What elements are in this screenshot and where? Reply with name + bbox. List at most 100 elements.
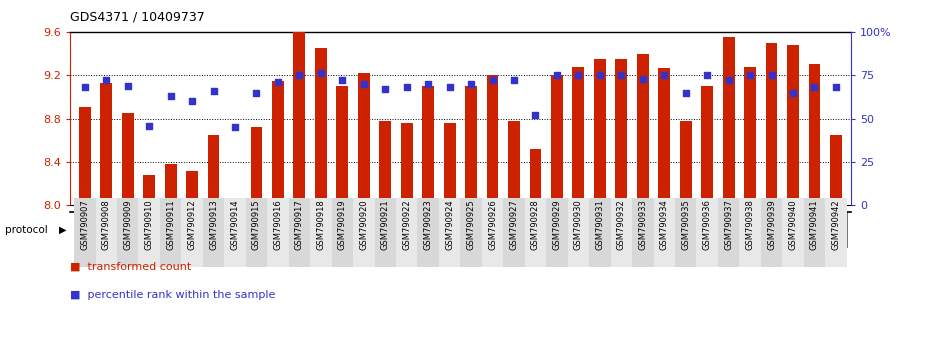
Text: GSM790914: GSM790914 bbox=[231, 200, 240, 250]
Text: GSM790942: GSM790942 bbox=[831, 200, 841, 250]
Bar bbox=[739, 198, 761, 267]
Bar bbox=[165, 164, 177, 205]
Bar bbox=[718, 212, 846, 248]
Text: siRNA TNFa-OMe: siRNA TNFa-OMe bbox=[610, 225, 697, 235]
Bar bbox=[294, 32, 305, 205]
Text: GSM790925: GSM790925 bbox=[467, 200, 475, 250]
Point bbox=[420, 81, 435, 87]
Point bbox=[378, 86, 392, 92]
Point bbox=[829, 85, 844, 90]
Text: protocol: protocol bbox=[5, 225, 47, 235]
Point bbox=[635, 76, 650, 81]
Text: GSM790939: GSM790939 bbox=[767, 200, 776, 250]
Bar bbox=[401, 123, 413, 205]
Text: GSM790911: GSM790911 bbox=[166, 200, 175, 250]
Point bbox=[764, 73, 779, 78]
Text: GSM790924: GSM790924 bbox=[445, 200, 454, 250]
Bar bbox=[654, 198, 675, 267]
Bar bbox=[272, 81, 284, 205]
Bar bbox=[589, 198, 611, 267]
Bar bbox=[465, 86, 477, 205]
Point bbox=[592, 73, 607, 78]
Bar bbox=[139, 198, 160, 267]
Text: GSM790912: GSM790912 bbox=[188, 200, 196, 250]
Text: GSM790930: GSM790930 bbox=[574, 200, 583, 250]
Point bbox=[335, 78, 350, 83]
Text: GSM790932: GSM790932 bbox=[617, 200, 626, 250]
Bar bbox=[782, 198, 804, 267]
Text: siRNA TNFa: siRNA TNFa bbox=[485, 225, 543, 235]
Text: GSM790919: GSM790919 bbox=[338, 200, 347, 250]
Text: GSM790935: GSM790935 bbox=[681, 200, 690, 250]
Bar bbox=[611, 198, 632, 267]
Bar bbox=[358, 73, 369, 205]
Point bbox=[77, 85, 92, 90]
Text: GDS4371 / 10409737: GDS4371 / 10409737 bbox=[70, 11, 205, 24]
Bar bbox=[744, 67, 756, 205]
Text: GSM790918: GSM790918 bbox=[316, 200, 326, 250]
Text: GSM790909: GSM790909 bbox=[123, 200, 132, 250]
Bar bbox=[616, 59, 627, 205]
Bar bbox=[186, 171, 198, 205]
Point bbox=[271, 79, 286, 85]
Text: GSM790938: GSM790938 bbox=[746, 200, 754, 251]
Bar bbox=[224, 198, 246, 267]
Bar bbox=[529, 149, 541, 205]
Text: GSM790908: GSM790908 bbox=[101, 200, 111, 250]
Bar bbox=[804, 198, 825, 267]
Bar bbox=[573, 67, 584, 205]
Text: siRNA scrambled: siRNA scrambled bbox=[320, 225, 408, 235]
Bar bbox=[675, 198, 697, 267]
Bar bbox=[482, 198, 503, 267]
Bar bbox=[594, 59, 605, 205]
Point bbox=[614, 73, 629, 78]
Text: GSM790940: GSM790940 bbox=[789, 200, 798, 250]
Bar bbox=[288, 198, 310, 267]
Bar bbox=[808, 64, 820, 205]
Bar bbox=[439, 198, 460, 267]
Text: GSM790923: GSM790923 bbox=[424, 200, 432, 250]
Bar bbox=[207, 135, 219, 205]
Bar bbox=[439, 212, 589, 248]
Bar bbox=[525, 198, 546, 267]
Bar bbox=[143, 175, 155, 205]
Text: ▶: ▶ bbox=[59, 225, 66, 235]
Text: GSM790913: GSM790913 bbox=[209, 200, 218, 250]
Text: GSM790917: GSM790917 bbox=[295, 200, 304, 250]
Bar bbox=[375, 198, 396, 267]
Bar bbox=[379, 121, 392, 205]
Bar bbox=[503, 198, 525, 267]
Bar bbox=[310, 198, 332, 267]
Point bbox=[657, 73, 671, 78]
Text: GSM790920: GSM790920 bbox=[359, 200, 368, 250]
Point bbox=[699, 73, 714, 78]
Point bbox=[185, 98, 200, 104]
Point bbox=[507, 78, 522, 83]
Bar bbox=[787, 45, 799, 205]
Text: ■  transformed count: ■ transformed count bbox=[70, 262, 191, 272]
Bar bbox=[589, 212, 718, 248]
Point bbox=[721, 78, 736, 83]
Point bbox=[678, 90, 693, 96]
Bar bbox=[765, 43, 777, 205]
Bar bbox=[117, 198, 139, 267]
Bar bbox=[74, 212, 288, 248]
Bar bbox=[79, 107, 90, 205]
Text: GSM790928: GSM790928 bbox=[531, 200, 540, 250]
Bar bbox=[246, 198, 267, 267]
Text: GSM790916: GSM790916 bbox=[273, 200, 283, 250]
Bar bbox=[680, 121, 692, 205]
Point bbox=[206, 88, 221, 94]
Bar bbox=[460, 198, 482, 267]
Bar bbox=[637, 53, 648, 205]
Point bbox=[228, 124, 243, 130]
Bar bbox=[546, 198, 567, 267]
Text: GSM790934: GSM790934 bbox=[659, 200, 669, 250]
Bar bbox=[160, 198, 181, 267]
Point bbox=[313, 71, 328, 76]
Bar bbox=[444, 123, 456, 205]
Bar bbox=[332, 198, 353, 267]
Text: GSM790922: GSM790922 bbox=[402, 200, 411, 250]
Bar bbox=[723, 37, 735, 205]
Text: ■  percentile rank within the sample: ■ percentile rank within the sample bbox=[70, 290, 275, 300]
